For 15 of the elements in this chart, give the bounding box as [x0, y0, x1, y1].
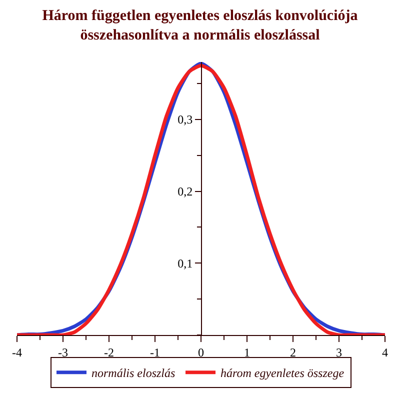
y-tick-label: 0,3 [178, 112, 193, 127]
legend-label: három egyenletes összege [220, 366, 345, 380]
y-tick-label: 0,2 [178, 184, 193, 199]
legend-label: normális eloszlás [92, 366, 176, 380]
x-tick-label: -2 [104, 345, 114, 360]
chart-title: Három független egyenletes eloszlás konvolúciója összehasonlítva a normális eloszlással [42, 8, 358, 44]
x-tick-label: -3 [58, 345, 68, 360]
x-tick-label: 1 [244, 345, 250, 360]
x-tick-label: 4 [382, 345, 388, 360]
x-tick-label: 3 [336, 345, 342, 360]
x-tick-label: -1 [150, 345, 160, 360]
y-tick-label: 0,1 [178, 256, 193, 270]
x-tick-label: -4 [12, 345, 22, 360]
x-tick-label: 2 [290, 345, 296, 360]
x-tick-label: 0 [198, 345, 204, 360]
